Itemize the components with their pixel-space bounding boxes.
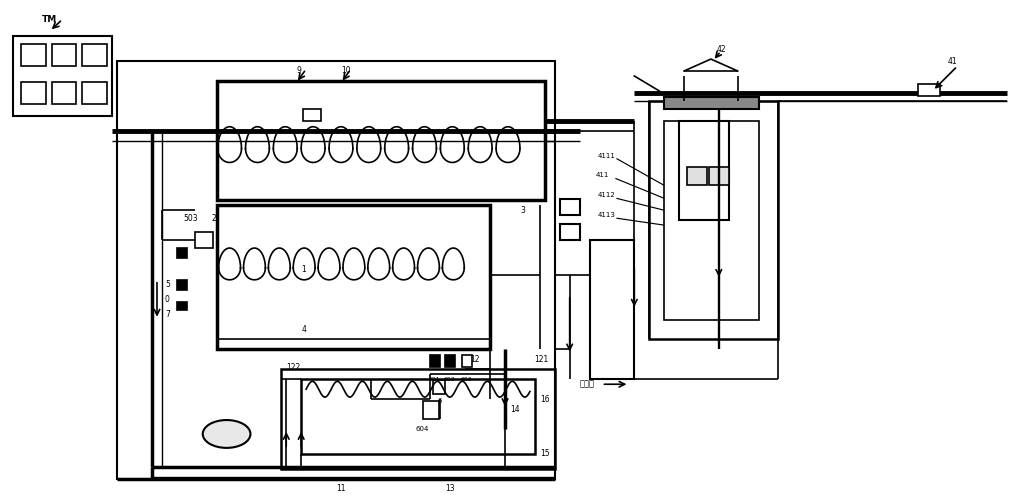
Bar — [679, 121, 729, 220]
Text: 9: 9 — [296, 67, 301, 76]
Bar — [83, 82, 107, 104]
Bar — [177, 302, 187, 310]
Bar — [177, 248, 187, 258]
Text: 4111: 4111 — [598, 152, 615, 158]
Bar — [51, 44, 77, 66]
Text: 42: 42 — [716, 45, 727, 54]
Text: 冷藏室: 冷藏室 — [579, 380, 595, 389]
Text: 503: 503 — [184, 214, 198, 223]
Bar — [560, 224, 579, 240]
Bar — [560, 199, 579, 215]
Text: 4112: 4112 — [598, 192, 615, 198]
Text: 41: 41 — [947, 57, 958, 66]
Text: 1: 1 — [301, 265, 306, 274]
Text: 6: 6 — [437, 398, 442, 404]
Text: 0: 0 — [165, 295, 170, 304]
Text: 2: 2 — [212, 214, 217, 223]
Text: 601: 601 — [428, 377, 440, 382]
Bar — [430, 356, 440, 368]
Text: 121: 121 — [533, 355, 548, 364]
Text: TM: TM — [42, 15, 57, 24]
Bar — [423, 401, 439, 419]
Bar — [20, 44, 46, 66]
Bar — [649, 101, 779, 340]
Bar — [13, 36, 112, 116]
Bar — [195, 232, 213, 248]
Text: 411: 411 — [596, 172, 609, 178]
Bar — [446, 356, 456, 368]
Bar — [433, 380, 446, 394]
Bar — [462, 356, 472, 368]
Bar — [217, 205, 491, 350]
Text: 10: 10 — [341, 67, 351, 76]
Text: 7: 7 — [165, 310, 170, 319]
Bar — [51, 82, 77, 104]
Bar — [918, 84, 939, 96]
Text: 603: 603 — [460, 377, 472, 382]
Bar — [281, 370, 555, 469]
Ellipse shape — [202, 420, 250, 448]
Text: 4113: 4113 — [598, 212, 615, 218]
Text: 11: 11 — [336, 484, 345, 493]
Text: 14: 14 — [510, 404, 519, 414]
Bar — [664, 97, 758, 109]
Bar — [709, 167, 729, 185]
Bar — [83, 44, 107, 66]
Bar — [664, 121, 758, 320]
Text: 13: 13 — [446, 484, 455, 493]
Bar — [304, 109, 321, 121]
Text: 604: 604 — [416, 426, 429, 432]
Bar — [687, 167, 707, 185]
Text: 15: 15 — [540, 449, 550, 458]
Text: 122: 122 — [286, 363, 300, 372]
Text: 5: 5 — [165, 280, 170, 289]
Text: 4: 4 — [301, 325, 306, 334]
Bar — [118, 61, 555, 479]
Text: 3: 3 — [520, 206, 525, 215]
Text: 602: 602 — [444, 377, 455, 382]
Bar — [177, 280, 187, 290]
Bar — [217, 81, 545, 200]
Bar — [590, 240, 635, 379]
Text: 16: 16 — [540, 394, 550, 404]
Text: 12: 12 — [470, 355, 479, 364]
Bar — [20, 82, 46, 104]
Bar — [301, 379, 535, 454]
